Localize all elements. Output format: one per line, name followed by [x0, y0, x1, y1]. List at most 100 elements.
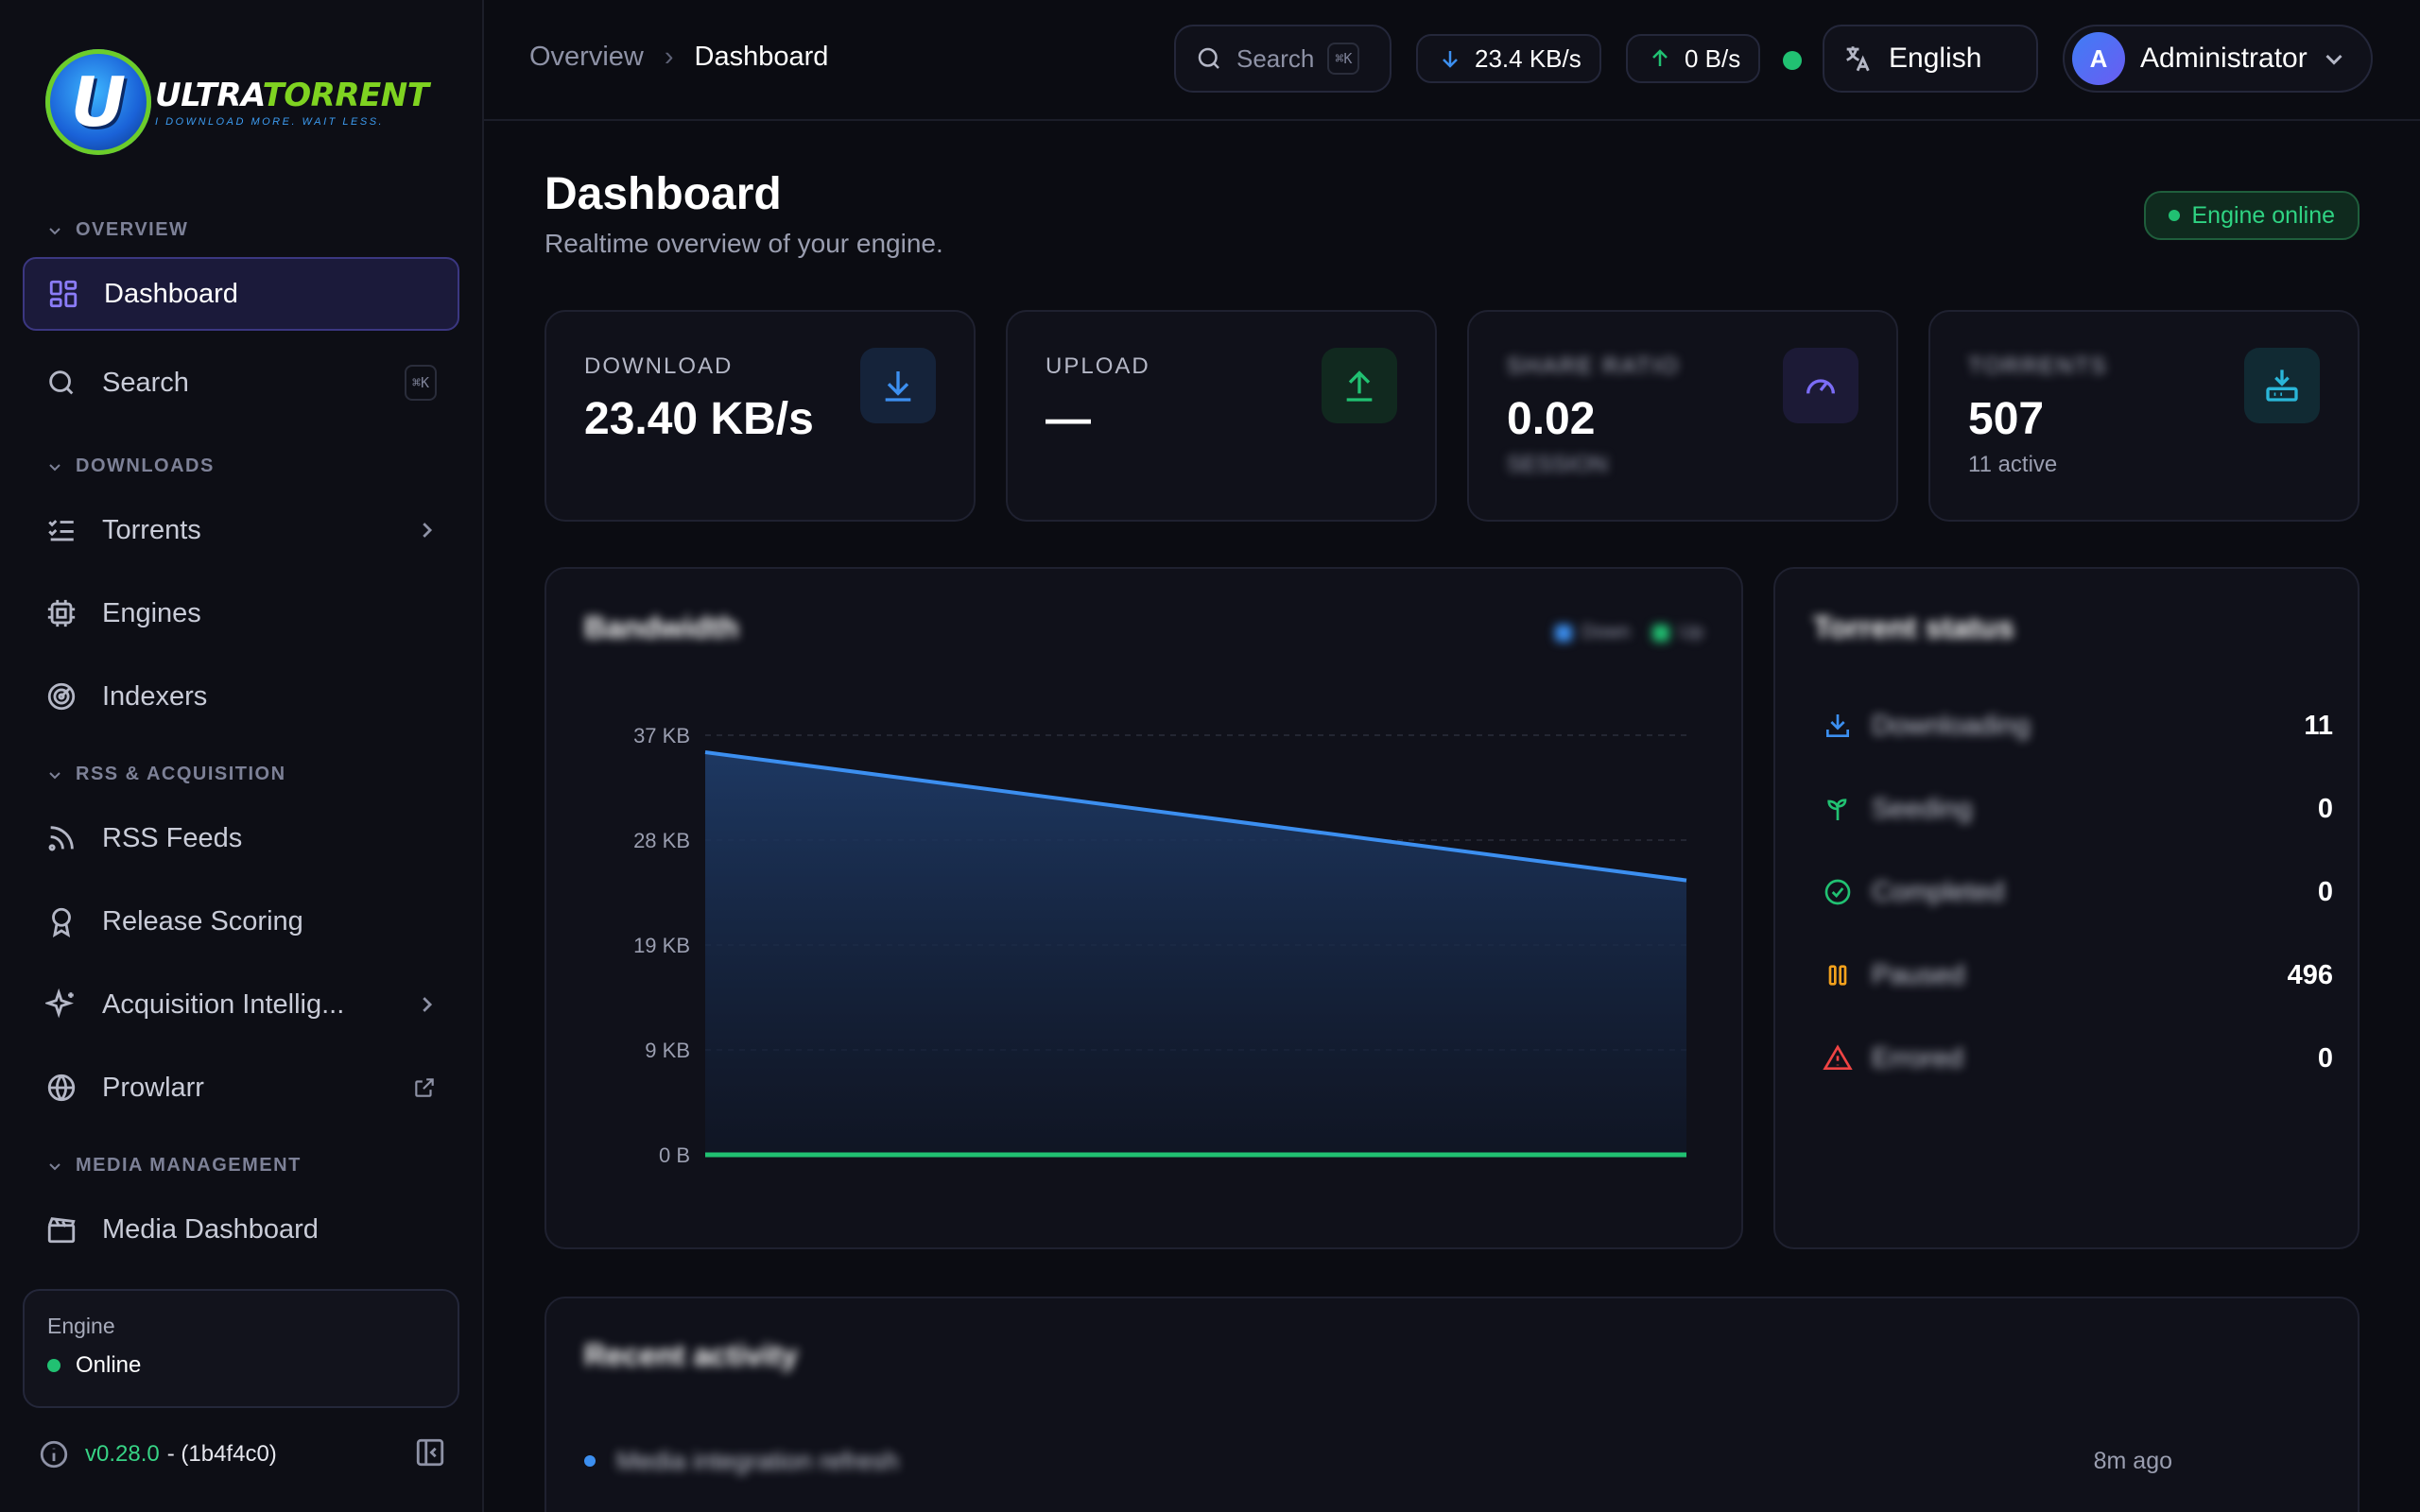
page-title: Dashboard [544, 169, 782, 219]
chevron-down-icon [2325, 54, 2342, 65]
engine-card-title: Engine [47, 1314, 115, 1338]
sparkles-icon [45, 988, 74, 1019]
avatar: A [2072, 32, 2125, 85]
chevron-right-icon [423, 523, 433, 538]
section-media[interactable]: MEDIA MANAGEMENT [47, 1155, 302, 1177]
sidebar-item-search[interactable]: Search ⌘K [23, 346, 459, 420]
download-icon [860, 348, 936, 423]
online-dot-icon [47, 1359, 60, 1372]
topbar: Overview › Dashboard Search ⌘K 23.4 KB/s… [484, 0, 2420, 121]
sidebar-item-dashboard[interactable]: Dashboard [23, 257, 459, 331]
brand-logo[interactable]: U ULTRATORRENT I DOWNLOAD MORE. WAIT LES… [45, 49, 429, 155]
stat-sub: 11 active [1968, 452, 2058, 477]
info-icon[interactable] [38, 1438, 70, 1470]
section-rss[interactable]: RSS & ACQUISITION [47, 764, 286, 785]
status-row-completed[interactable]: Completed 0 [1823, 864, 2333, 920]
search-icon [49, 370, 74, 395]
alert-triangle-icon [1823, 1044, 1853, 1070]
list-check-icon [48, 520, 74, 541]
chart-title: Bandwidth [584, 610, 739, 644]
sidebar-item-rss-feeds[interactable]: RSS Feeds [23, 801, 459, 875]
radar-icon [47, 682, 76, 711]
search-shortcut: ⌘K [404, 365, 437, 401]
cpu-icon [47, 599, 76, 627]
upload-speed-pill: 0 B/s [1626, 34, 1760, 83]
download-speed-pill: 23.4 KB/s [1416, 34, 1601, 83]
section-downloads[interactable]: DOWNLOADS [47, 455, 215, 477]
version-footer: v0.28.0 - (1b4f4c0) [38, 1438, 446, 1470]
inbox-download-icon [2244, 348, 2320, 423]
status-row-seeding[interactable]: Seeding 0 [1823, 781, 2333, 837]
external-link-icon [415, 1078, 434, 1097]
sidebar-item-prowlarr[interactable]: Prowlarr [23, 1051, 459, 1125]
chart-legend: Down Up [1555, 622, 1703, 644]
brand-name-b: TORRENT [262, 77, 429, 114]
arrow-up-icon [1652, 49, 1668, 66]
sidebar-item-label: RSS Feeds [102, 822, 243, 853]
bandwidth-card: Bandwidth Down Up 37 KB 28 KB 19 KB 9 KB 0 B [544, 567, 1743, 1249]
sidebar-item-torrents[interactable]: Torrents [23, 493, 459, 567]
section-overview[interactable]: OVERVIEW [47, 219, 188, 241]
legend-item-up[interactable]: Up [1652, 622, 1703, 644]
status-row-downloading[interactable]: Downloading 11 [1823, 697, 2333, 754]
arrow-down-icon [1443, 51, 1458, 68]
globe-icon [47, 1074, 76, 1102]
logo-badge-icon: U [45, 49, 151, 155]
stat-value: — [1046, 394, 1091, 444]
activity-item[interactable]: Media integration refresh 8m ago [584, 1433, 2172, 1489]
status-row-errored[interactable]: Errored 0 [1823, 1030, 2333, 1087]
connection-status-dot [1783, 51, 1802, 70]
series-line-down [704, 750, 1687, 883]
version-hash: - (1b4f4c0) [166, 1441, 277, 1467]
chevron-down-icon [49, 771, 60, 779]
sidebar-item-label: Torrents [102, 514, 201, 545]
pause-icon [1828, 965, 1847, 986]
sidebar-item-label: Acquisition Intellig... [102, 988, 345, 1020]
sidebar-item-engines[interactable]: Engines [23, 576, 459, 650]
stat-sub: SESSION [1507, 452, 1608, 477]
sidebar: U ULTRATORRENT I DOWNLOAD MORE. WAIT LES… [0, 0, 484, 1512]
sidebar-item-acquisition[interactable]: Acquisition Intellig... [23, 968, 459, 1041]
sidebar-collapse-icon[interactable] [414, 1436, 446, 1469]
torrent-status-title: Torrent status [1813, 610, 2014, 644]
chevron-down-icon [49, 463, 60, 471]
version-number: v0.28.0 [85, 1441, 160, 1467]
global-search-button[interactable]: Search ⌘K [1174, 25, 1392, 93]
status-row-paused[interactable]: Paused 496 [1823, 947, 2333, 1004]
engine-card-status: Online [76, 1352, 142, 1378]
sidebar-item-media-dashboard[interactable]: Media Dashboard [23, 1193, 459, 1266]
dashboard-grid-icon [49, 280, 78, 308]
activity-time: 8m ago [2093, 1447, 2172, 1474]
sidebar-item-label: Dashboard [104, 278, 238, 309]
sidebar-item-label: Search [102, 367, 189, 398]
sprout-icon [1827, 799, 1847, 820]
sidebar-item-indexers[interactable]: Indexers [23, 660, 459, 733]
sidebar-item-release-scoring[interactable]: Release Scoring [23, 885, 459, 958]
y-tick-label: 19 KB [633, 934, 690, 957]
chevron-right-icon: › [664, 42, 674, 72]
main-content: Overview › Dashboard Search ⌘K 23.4 KB/s… [484, 0, 2420, 1512]
stat-value: 507 [1968, 394, 2045, 444]
sidebar-item-label: Prowlarr [102, 1072, 204, 1103]
user-name: Administrator [2140, 43, 2308, 74]
y-tick-label: 28 KB [633, 829, 690, 852]
chevron-down-icon [49, 227, 60, 234]
breadcrumb: Overview › Dashboard [529, 42, 828, 73]
stat-label: DOWNLOAD [584, 353, 734, 379]
sidebar-item-label: Indexers [102, 680, 208, 712]
y-tick-label: 37 KB [633, 724, 690, 747]
language-selector[interactable]: English [1823, 25, 2038, 93]
stat-card-ratio: SHARE RATIO 0.02 SESSION [1467, 310, 1898, 522]
legend-item-down[interactable]: Down [1555, 622, 1630, 644]
sidebar-item-label: Media Dashboard [102, 1213, 319, 1245]
search-icon [1198, 47, 1219, 69]
stat-label: TORRENTS [1968, 353, 2108, 379]
user-menu-button[interactable]: A Administrator [2063, 25, 2373, 93]
check-circle-icon [1824, 879, 1851, 905]
download-tray-icon [1826, 714, 1849, 737]
rss-icon [48, 826, 74, 851]
breadcrumb-overview[interactable]: Overview [529, 42, 644, 72]
chevron-down-icon [49, 1162, 60, 1170]
series-area-down [705, 752, 1686, 1155]
brand-tagline: I DOWNLOAD MORE. WAIT LESS. [155, 116, 385, 128]
